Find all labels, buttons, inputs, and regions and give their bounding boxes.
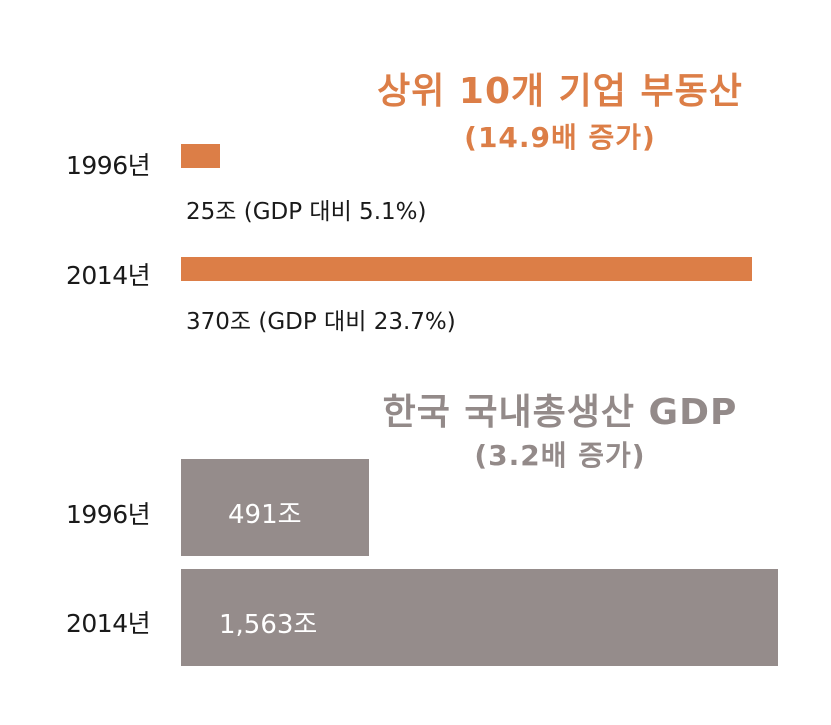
chart1-bar-1996 bbox=[181, 144, 220, 168]
chart2-year-1996: 1996년 bbox=[66, 500, 151, 529]
chart2-bar-1996 bbox=[181, 459, 369, 556]
chart1-value-label-1996: 25조 (GDP 대비 5.1%) bbox=[186, 199, 427, 225]
chart1-subtitle: (14.9배 증가) bbox=[464, 121, 656, 154]
chart2-title: 한국 국내총생산 GDP bbox=[382, 392, 738, 433]
chart1-year-2014: 2014년 bbox=[66, 261, 151, 290]
chart1-bar-2014 bbox=[181, 257, 752, 281]
chart1-title: 상위 10개 기업 부동산 bbox=[377, 71, 743, 112]
chart1-value-label-2014: 370조 (GDP 대비 23.7%) bbox=[186, 309, 456, 335]
chart2-bar-2014 bbox=[181, 569, 778, 666]
chart1-year-1996: 1996년 bbox=[66, 151, 151, 180]
chart2-year-2014: 2014년 bbox=[66, 609, 151, 638]
chart2-value-label-1996: 491조 bbox=[228, 500, 302, 530]
chart2-subtitle: (3.2배 증가) bbox=[474, 439, 646, 472]
chart2-value-label-2014: 1,563조 bbox=[219, 610, 318, 640]
